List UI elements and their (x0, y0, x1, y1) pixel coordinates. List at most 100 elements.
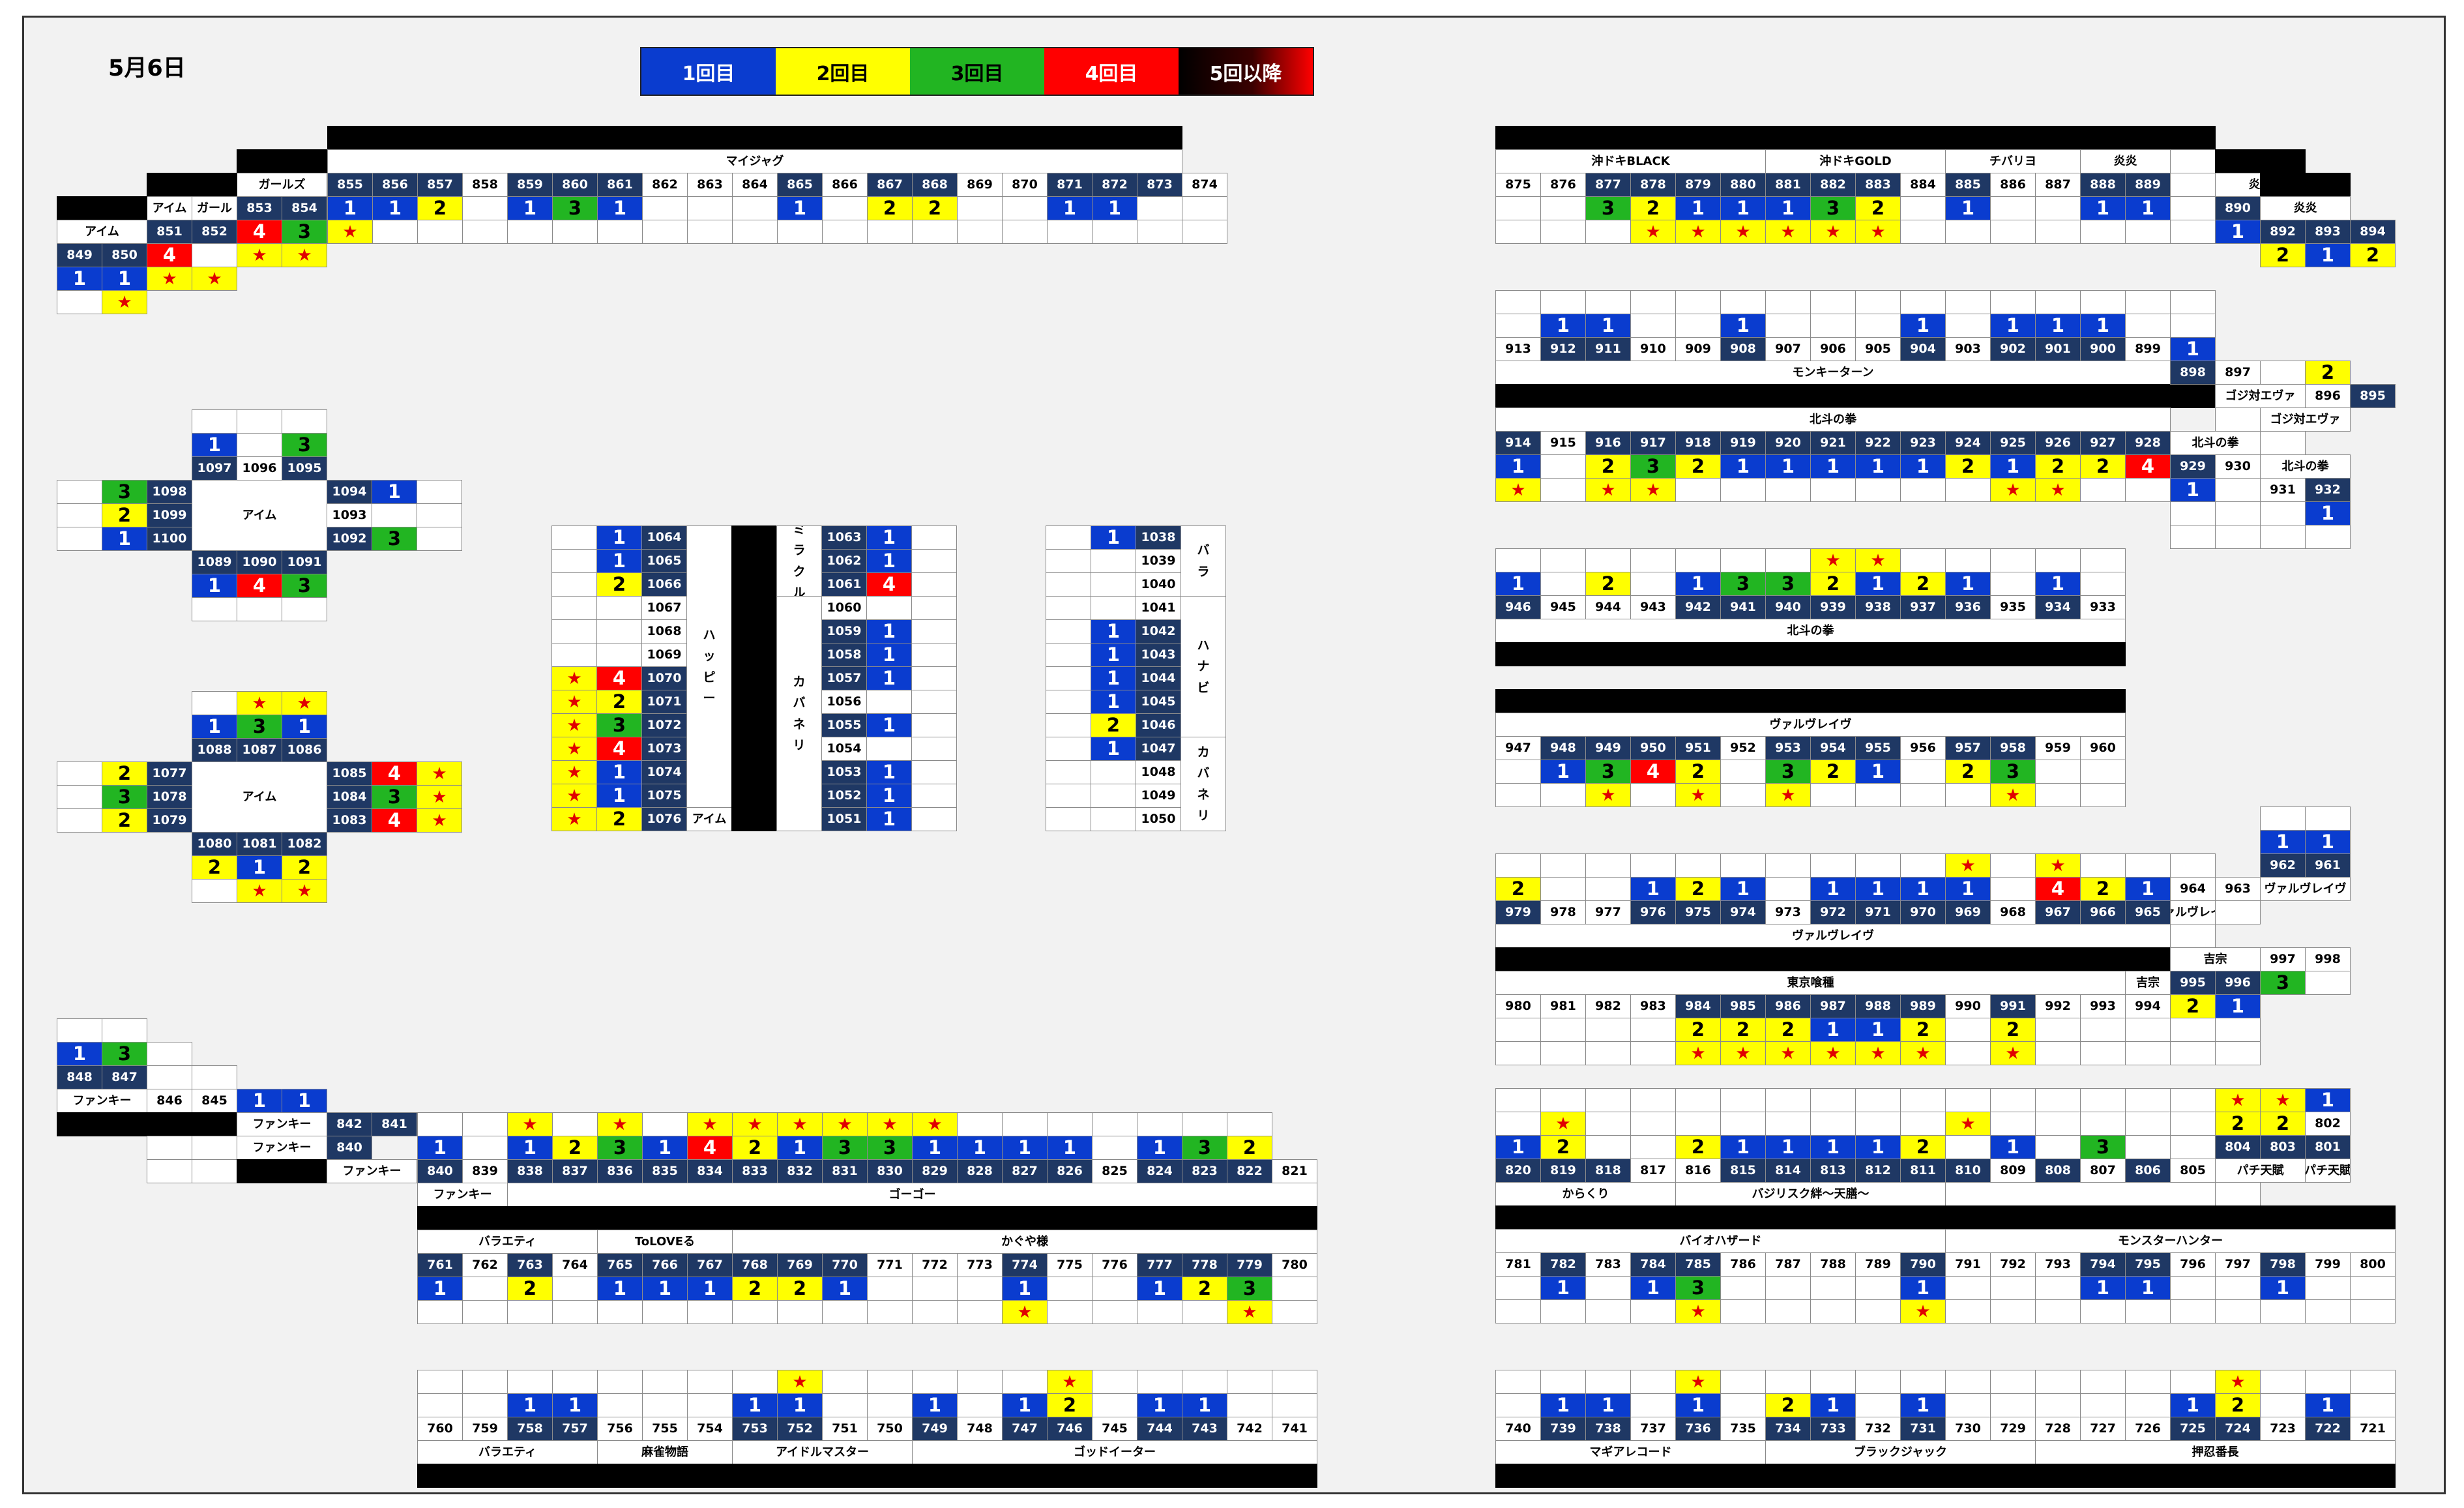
star-icon: ★ (551, 713, 597, 737)
cell-empty (1585, 853, 1631, 878)
machine-number: 811 (1900, 1159, 1946, 1183)
machine-label-vertical: バラ (1181, 525, 1226, 597)
machine-number: 926 (2035, 431, 2081, 455)
cell-empty (2215, 478, 2261, 502)
hit-count-1: 1 (1900, 1393, 1946, 1417)
hit-count-4: 4 (596, 737, 642, 761)
cell-empty (1540, 220, 1586, 244)
star-icon: ★ (777, 1370, 823, 1394)
machine-number: 995 (2170, 971, 2216, 995)
star-icon: ★ (1990, 1041, 2036, 1065)
cell-empty (687, 220, 733, 244)
hit-count-1: 1 (1091, 525, 1136, 550)
star-icon: ★ (732, 1112, 778, 1136)
cell-empty (1630, 572, 1676, 596)
cell-empty (1227, 1393, 1272, 1417)
machine-number: 1063 (821, 525, 867, 550)
hit-count-2: 2 (417, 196, 463, 220)
star-icon: ★ (551, 690, 597, 714)
star-icon: ★ (1002, 1300, 1048, 1324)
hit-count-1: 1 (1945, 877, 1991, 901)
cell-empty (1046, 572, 1091, 597)
hit-count-1: 1 (1137, 1277, 1182, 1301)
cell-empty (2035, 1018, 2081, 1042)
machine-number: 967 (2035, 900, 2081, 924)
machine-number: 807 (2080, 1159, 2126, 1183)
hit-count-4: 4 (147, 243, 192, 267)
cell-empty (57, 480, 102, 504)
cell-empty (1630, 1299, 1676, 1323)
hit-count-4: 4 (2125, 454, 2171, 479)
machine-number: 772 (912, 1253, 958, 1277)
hit-count-1: 1 (1630, 1276, 1676, 1300)
machine-label-vertical: カバネリ (776, 596, 822, 831)
cell-empty (2035, 196, 2081, 220)
machine-number: 825 (1092, 1159, 1137, 1183)
cell-empty (1900, 1112, 1946, 1136)
cell-empty (822, 196, 868, 220)
cell-empty (912, 1370, 958, 1394)
cell-empty (551, 619, 597, 643)
cell-empty (1990, 1370, 2036, 1394)
hit-count-2: 2 (2215, 1393, 2261, 1417)
hit-count-1: 1 (2080, 1276, 2126, 1300)
hit-count-1: 1 (866, 549, 912, 573)
cell-empty (1585, 1112, 1631, 1136)
cell-empty (551, 596, 597, 620)
cell-empty (417, 1393, 463, 1417)
black-bar (327, 126, 1182, 150)
machine-number: 1058 (821, 643, 867, 667)
cell-empty (1182, 1370, 1227, 1394)
machine-number: 735 (1720, 1417, 1766, 1441)
machine-number: 982 (1585, 994, 1631, 1018)
cell-empty (1720, 1299, 1766, 1323)
hit-count-2: 2 (1675, 877, 1721, 901)
machine-number: 895 (2350, 384, 2396, 408)
machine-number: 1038 (1136, 525, 1181, 550)
machine-number: 921 (1810, 431, 1856, 455)
cell-empty (57, 785, 102, 809)
star-icon: ★ (1945, 1112, 1991, 1136)
machine-label: 北斗の拳 (2170, 431, 2261, 455)
machine-number: 762 (462, 1253, 508, 1277)
cell-empty (2170, 924, 2216, 948)
cell-empty (102, 1018, 147, 1042)
star-icon: ★ (1720, 220, 1766, 244)
hit-count-1: 1 (912, 1136, 958, 1160)
machine-number: 1042 (1136, 619, 1181, 643)
hit-count-1: 1 (1182, 1393, 1227, 1417)
machine-number: 749 (912, 1417, 958, 1441)
machine-number: 737 (1630, 1417, 1676, 1441)
cell-empty (1585, 877, 1631, 901)
cell-empty (687, 1370, 733, 1394)
machine-number: 1088 (192, 738, 237, 762)
cell-empty (1630, 1088, 1676, 1112)
machine-number: 959 (2035, 736, 2081, 760)
cell-empty (1765, 290, 1811, 314)
machine-number: 1079 (147, 808, 192, 833)
hit-count-1: 1 (866, 713, 912, 737)
hit-count-2: 2 (192, 855, 237, 880)
star-icon: ★ (1855, 548, 1901, 572)
cell-empty (1182, 220, 1227, 244)
cell-empty (2260, 431, 2306, 455)
machine-number: 882 (1810, 173, 1856, 197)
machine-label: 吉宗 (2170, 947, 2261, 971)
hit-count-3: 3 (372, 527, 417, 551)
hit-count-1: 1 (2125, 1276, 2171, 1300)
machine-number: 956 (1900, 736, 1946, 760)
cell-empty (57, 808, 102, 833)
black-bar (237, 149, 327, 173)
cell-empty (1630, 290, 1676, 314)
machine-label: ブラックジャック (1765, 1440, 2036, 1464)
machine-number: 732 (1855, 1417, 1901, 1441)
cell-empty (911, 596, 957, 620)
machine-number: 837 (552, 1159, 598, 1183)
machine-number: 913 (1495, 337, 1541, 361)
machine-number: 974 (1720, 900, 1766, 924)
machine-label: 北斗の拳 (1495, 407, 2171, 432)
machine-number: 828 (957, 1159, 1003, 1183)
machine-number: 810 (1945, 1159, 1991, 1183)
cell-empty (2080, 783, 2126, 807)
hit-count-3: 3 (237, 715, 282, 739)
